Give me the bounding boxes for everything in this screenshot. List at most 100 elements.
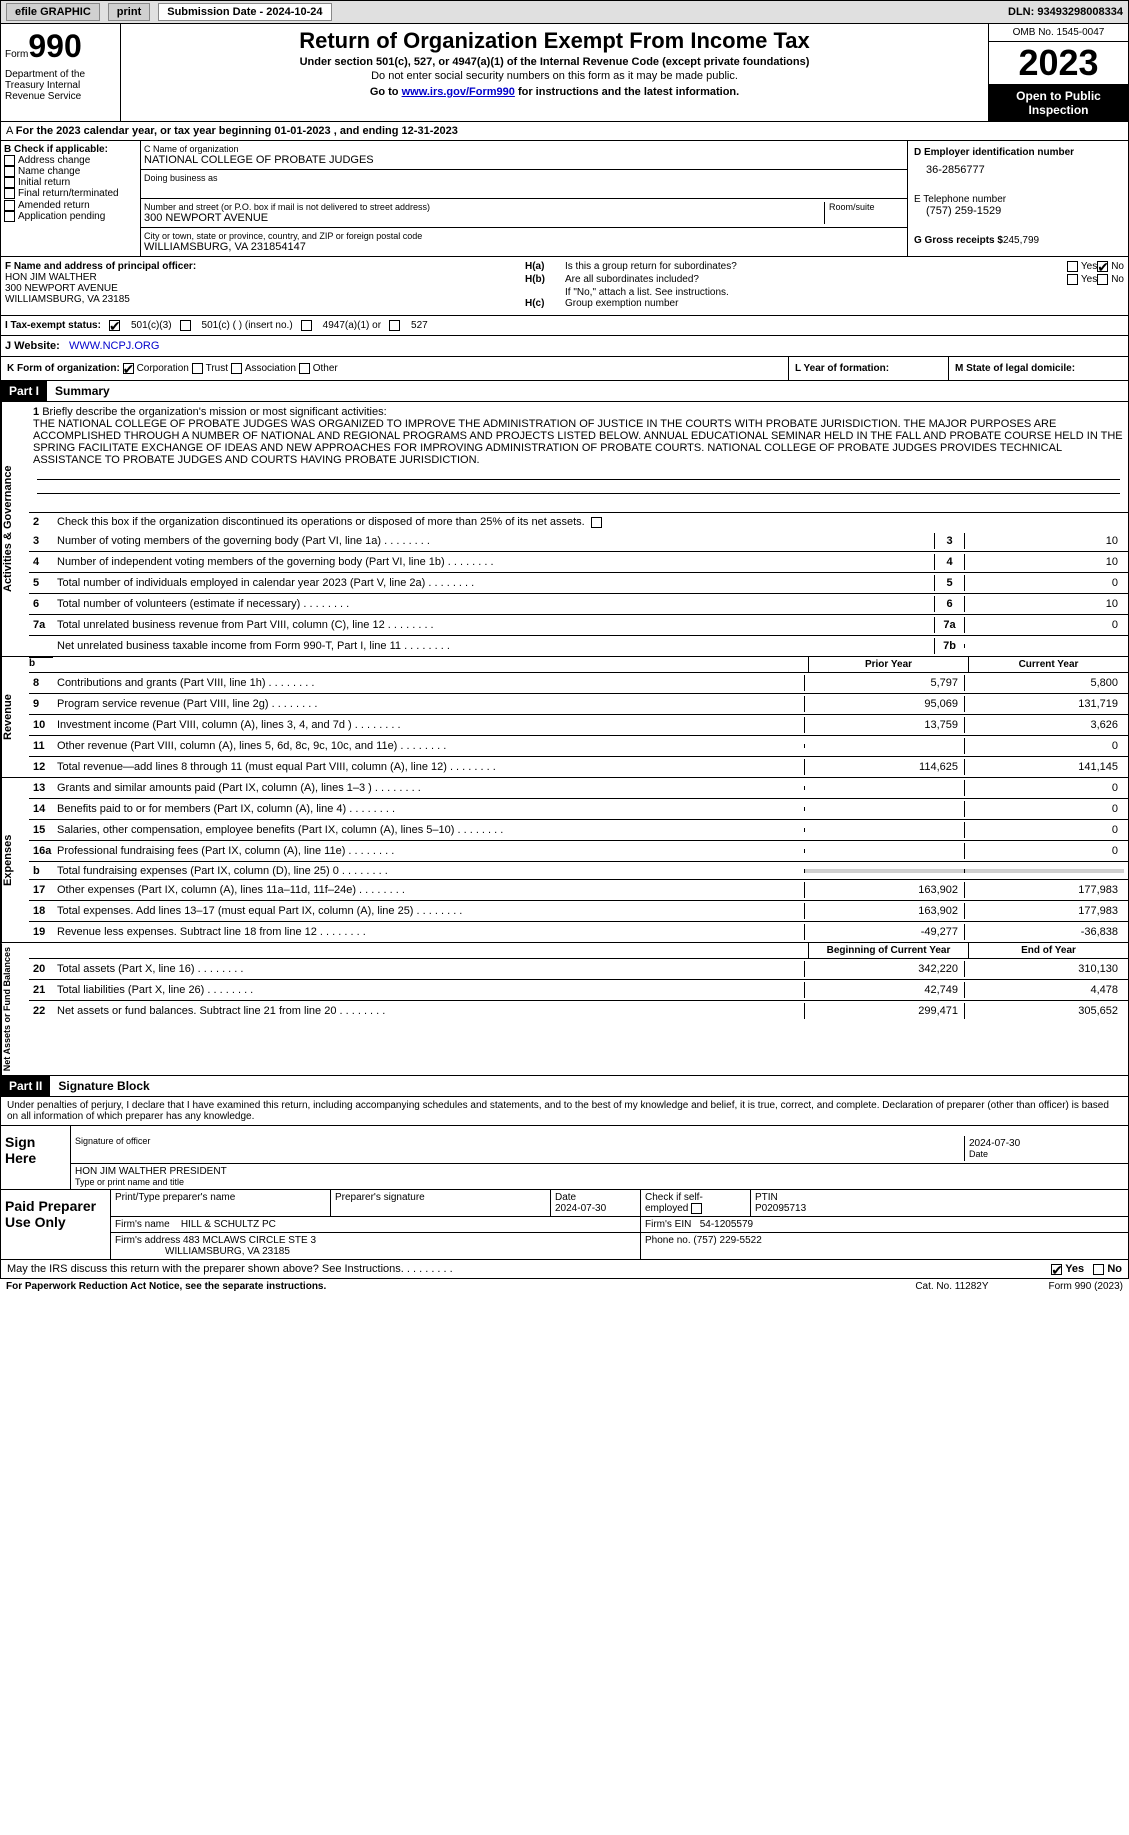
dln: DLN: 93493298008334	[1008, 6, 1123, 18]
print-button[interactable]: print	[108, 3, 150, 21]
firm-name: HILL & SCHULTZ PC	[181, 1219, 276, 1230]
line-7a: 7aTotal unrelated business revenue from …	[29, 615, 1128, 636]
department: Department of the Treasury Internal Reve…	[5, 65, 116, 102]
line2-checkbox[interactable]	[591, 517, 602, 528]
527-checkbox[interactable]	[389, 320, 400, 331]
app-pending-checkbox[interactable]	[4, 211, 15, 222]
line-6: 6Total number of volunteers (estimate if…	[29, 594, 1128, 615]
revenue-label: Revenue	[1, 657, 29, 777]
4947-checkbox[interactable]	[301, 320, 312, 331]
sign-here-label: Sign Here	[1, 1126, 71, 1189]
paid-preparer-section: Paid Preparer Use Only Print/Type prepar…	[1, 1189, 1128, 1259]
activities-section: Activities & Governance 1 Briefly descri…	[0, 402, 1129, 657]
street-address: 300 NEWPORT AVENUE	[144, 212, 824, 224]
paid-preparer-label: Paid Preparer Use Only	[1, 1190, 111, 1259]
block-h: H(a)Is this a group return for subordina…	[521, 257, 1128, 315]
line-22: 22Net assets or fund balances. Subtract …	[29, 1001, 1128, 1021]
open-to-public: Open to Public Inspection	[989, 85, 1128, 121]
part-i-header: Part I Summary	[0, 381, 1129, 402]
line-12: 12Total revenue—add lines 8 through 11 (…	[29, 757, 1128, 777]
officer-name-title: HON JIM WALTHER PRESIDENT	[75, 1166, 1124, 1177]
line-10: 10Investment income (Part VIII, column (…	[29, 715, 1128, 736]
year-formation: L Year of formation:	[788, 357, 948, 380]
phone: (757) 259-1529	[914, 205, 1122, 217]
line-20: 20Total assets (Part X, line 16)342,2203…	[29, 959, 1128, 980]
final-return-checkbox[interactable]	[4, 188, 15, 199]
line-18: 18Total expenses. Add lines 13–17 (must …	[29, 901, 1128, 922]
expenses-section: Expenses 13Grants and similar amounts pa…	[0, 778, 1129, 943]
assoc-checkbox[interactable]	[231, 363, 242, 374]
line-13: 13Grants and similar amounts paid (Part …	[29, 778, 1128, 799]
city-state-zip: WILLIAMSBURG, VA 231854147	[144, 241, 904, 253]
discuss-yes-checkbox[interactable]	[1051, 1264, 1062, 1275]
row-i: I Tax-exempt status: 501(c)(3) 501(c) ( …	[0, 316, 1129, 336]
perjury-text: Under penalties of perjury, I declare th…	[1, 1097, 1128, 1126]
form-number: 990	[28, 28, 81, 64]
row-j: J Website: WWW.NCPJ.ORG	[0, 336, 1129, 357]
ein: 36-2856777	[914, 158, 1122, 176]
mission-text: THE NATIONAL COLLEGE OF PROBATE JUDGES W…	[33, 418, 1123, 466]
line-8: 8Contributions and grants (Part VIII, li…	[29, 673, 1128, 694]
line-b: bTotal fundraising expenses (Part IX, co…	[29, 862, 1128, 880]
footer: For Paperwork Reduction Act Notice, see …	[0, 1279, 1129, 1294]
501c-checkbox[interactable]	[180, 320, 191, 331]
corp-checkbox[interactable]	[123, 363, 134, 374]
goto-line: Go to www.irs.gov/Form990 for instructio…	[125, 86, 984, 98]
tax-year: 2023	[989, 42, 1128, 85]
self-employed-checkbox[interactable]	[691, 1203, 702, 1214]
line-9: 9Program service revenue (Part VIII, lin…	[29, 694, 1128, 715]
header: Form990 Department of the Treasury Inter…	[0, 24, 1129, 122]
firm-phone: (757) 229-5522	[693, 1235, 761, 1246]
line-21: 21Total liabilities (Part X, line 26)42,…	[29, 980, 1128, 1001]
part-ii-header: Part II Signature Block	[0, 1076, 1129, 1097]
line-16a: 16aProfessional fundraising fees (Part I…	[29, 841, 1128, 862]
name-change-checkbox[interactable]	[4, 166, 15, 177]
line-5: 5Total number of individuals employed in…	[29, 573, 1128, 594]
expenses-label: Expenses	[1, 778, 29, 942]
form-prefix: Form	[5, 49, 28, 60]
ptin: P02095713	[755, 1203, 1124, 1214]
amended-return-checkbox[interactable]	[4, 200, 15, 211]
line-17: 17Other expenses (Part IX, column (A), l…	[29, 880, 1128, 901]
blocks-bcd: B Check if applicable: Address change Na…	[0, 141, 1129, 257]
org-name: NATIONAL COLLEGE OF PROBATE JUDGES	[144, 154, 904, 166]
discuss-no-checkbox[interactable]	[1093, 1264, 1104, 1275]
ha-yes-checkbox[interactable]	[1067, 261, 1078, 272]
line-14: 14Benefits paid to or for members (Part …	[29, 799, 1128, 820]
efile-button[interactable]: efile GRAPHIC	[6, 3, 100, 21]
netassets-section: Net Assets or Fund Balances Beginning of…	[0, 943, 1129, 1076]
block-b: B Check if applicable: Address change Na…	[1, 141, 141, 256]
ha-no-checkbox[interactable]	[1097, 261, 1108, 272]
form-title: Return of Organization Exempt From Incom…	[125, 28, 984, 54]
other-checkbox[interactable]	[299, 363, 310, 374]
irs-link[interactable]: www.irs.gov/Form990	[402, 86, 515, 98]
firm-address: 483 MCLAWS CIRCLE STE 3	[183, 1235, 316, 1246]
omb-number: OMB No. 1545-0047	[989, 24, 1128, 42]
hb-yes-checkbox[interactable]	[1067, 274, 1078, 285]
form-note: Do not enter social security numbers on …	[125, 70, 984, 82]
hb-no-checkbox[interactable]	[1097, 274, 1108, 285]
address-change-checkbox[interactable]	[4, 155, 15, 166]
gross-receipts: 245,799	[1003, 235, 1039, 246]
revenue-section: Revenue bPrior YearCurrent Year 8Contrib…	[0, 657, 1129, 778]
501c3-checkbox[interactable]	[109, 320, 120, 331]
line-4: 4Number of independent voting members of…	[29, 552, 1128, 573]
activities-label: Activities & Governance	[1, 402, 29, 656]
submission-date: Submission Date - 2024-10-24	[158, 3, 331, 21]
sign-date: 2024-07-30	[969, 1138, 1120, 1149]
block-c: C Name of organization NATIONAL COLLEGE …	[141, 141, 908, 256]
line-19: 19Revenue less expenses. Subtract line 1…	[29, 922, 1128, 942]
initial-return-checkbox[interactable]	[4, 177, 15, 188]
trust-checkbox[interactable]	[192, 363, 203, 374]
top-bar: efile GRAPHIC print Submission Date - 20…	[0, 0, 1129, 24]
website-link[interactable]: WWW.NCPJ.ORG	[69, 340, 159, 352]
discuss-row: May the IRS discuss this return with the…	[1, 1259, 1128, 1278]
block-f: F Name and address of principal officer:…	[1, 257, 521, 315]
tax-period: A For the 2023 calendar year, or tax yea…	[0, 122, 1129, 141]
line-15: 15Salaries, other compensation, employee…	[29, 820, 1128, 841]
form-subtitle: Under section 501(c), 527, or 4947(a)(1)…	[125, 56, 984, 68]
line-3: 3Number of voting members of the governi…	[29, 531, 1128, 552]
line-: Net unrelated business taxable income fr…	[29, 636, 1128, 656]
block-d: D Employer identification number 36-2856…	[908, 141, 1128, 256]
blocks-fh: F Name and address of principal officer:…	[0, 257, 1129, 316]
